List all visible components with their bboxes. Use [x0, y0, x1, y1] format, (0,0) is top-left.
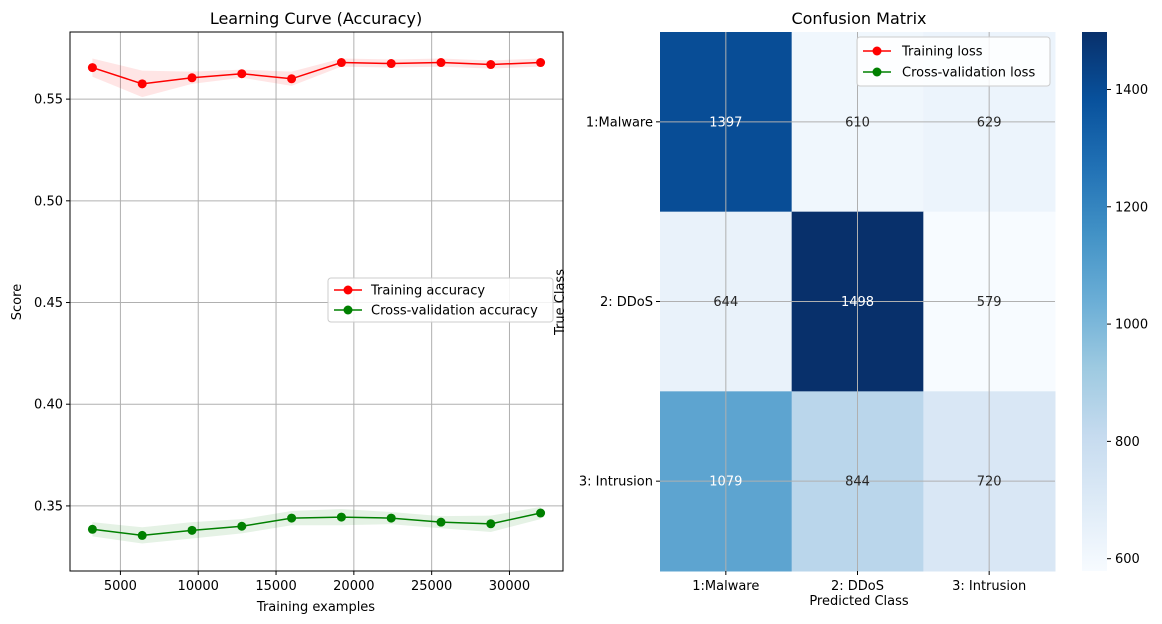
confusion-matrix-ytick-label: 3: Intrusion: [579, 475, 653, 490]
learning-curve-point-train: [336, 58, 346, 68]
learning-curve-legend: Training accuracy Cross-validation accura…: [327, 277, 554, 323]
learning-curve-line-cv: [92, 512, 541, 537]
learning-curve-xtick-label: 25000: [411, 579, 452, 594]
confusion-matrix-panel: Confusion Matrix 1397 610 629 644 1498 579 107…: [553, 9, 1148, 609]
learning-curve-axes-frame: [69, 31, 564, 572]
confusion-matrix-legend-box: [856, 36, 1051, 87]
learning-curve-point-train: [237, 69, 247, 79]
learning-curve-point-cv: [237, 521, 247, 531]
confusion-matrix-ytick-label: 1:Malware: [586, 115, 653, 130]
learning-curve-legend-marker: [343, 305, 353, 315]
confusion-matrix-ytick-label: 2: DDoS: [600, 295, 653, 310]
learning-curve-xlabel: Training examples: [256, 600, 375, 615]
confusion-matrix-cell-value: 610: [845, 115, 870, 130]
learning-curve-xtick-label: 15000: [255, 579, 296, 594]
learning-curve-ytick-label: 0.45: [34, 296, 63, 311]
learning-curve-band-cv: [92, 506, 541, 544]
learning-curve-point-train: [137, 79, 147, 89]
learning-curve-panel: Learning Curve (Accuracy) 5000 10000 15000…: [10, 9, 564, 615]
learning-curve-point-cv: [287, 513, 297, 523]
learning-curve-point-train: [87, 63, 97, 73]
learning-curve-ylabel: Score: [10, 284, 25, 320]
learning-curve-point-train: [187, 73, 197, 83]
confusion-matrix-cell-value: 1397: [709, 115, 742, 130]
learning-curve-point-cv: [536, 508, 546, 518]
learning-curve-point-cv: [486, 519, 496, 529]
learning-curve-title: Learning Curve (Accuracy): [210, 9, 422, 28]
colorbar-tick-label: 1200: [1115, 200, 1148, 215]
learning-curve-point-cv: [137, 530, 147, 540]
confusion-matrix-cell-value: 644: [713, 295, 738, 310]
learning-curve-point-cv: [87, 524, 97, 534]
confusion-matrix-legend-marker: [872, 46, 882, 56]
confusion-matrix-grid: [660, 32, 1055, 571]
confusion-matrix-ticks: 1:Malware 2: DDoS 3: Intrusion 1:Malware 2: …: [579, 115, 1026, 594]
learning-curve-line-train: [92, 61, 541, 85]
learning-curve-legend-label: Training accuracy: [370, 284, 485, 299]
colorbar-tick-label: 1000: [1115, 318, 1148, 333]
confusion-matrix-legend-label: Cross-validation loss: [902, 66, 1035, 81]
confusion-matrix-cell-value: 1079: [709, 475, 742, 490]
learning-curve-point-train: [536, 58, 546, 68]
learning-curve-legend-box: [327, 277, 554, 323]
confusion-matrix-ylabel: True Class: [553, 269, 568, 336]
learning-curve-xtick-label: 20000: [333, 579, 374, 594]
confusion-matrix-cell-labels: 1397 610 629 644 1498 579 1079 844 720: [709, 115, 1001, 489]
learning-curve-point-train: [436, 58, 446, 68]
learning-curve-bands: [92, 58, 541, 544]
learning-curve-xtick-label: 10000: [178, 579, 219, 594]
learning-curve-ticks: 5000 10000 15000 20000 25000 30000 0.35 0.40 0.4…: [34, 93, 530, 594]
confusion-matrix-cell-value: 720: [977, 475, 1002, 490]
learning-curve-point-train: [486, 60, 496, 70]
learning-curve-xtick-label: 5000: [104, 579, 137, 594]
colorbar-gradient: [1082, 32, 1107, 571]
learning-curve-point-train: [386, 59, 396, 69]
confusion-matrix-cell-value: 629: [977, 115, 1002, 130]
confusion-matrix-legend-label: Training loss: [901, 45, 983, 60]
confusion-matrix-legend: Training loss Cross-validation loss: [856, 36, 1051, 87]
learning-curve-point-cv: [436, 517, 446, 527]
colorbar: 600 800 1000 1200 1400: [1082, 32, 1148, 571]
confusion-matrix-xtick-label: 2: DDoS: [831, 579, 884, 594]
learning-curve-point-cv: [187, 525, 197, 535]
confusion-matrix-cell-value: 844: [845, 475, 870, 490]
learning-curve-ytick-label: 0.55: [34, 93, 63, 108]
learning-curve-ytick-label: 0.50: [34, 194, 63, 209]
learning-curve-lines: [87, 58, 546, 540]
learning-curve-band-train: [92, 58, 541, 98]
learning-curve-legend-label: Cross-validation accuracy: [371, 304, 538, 319]
learning-curve-point-cv: [386, 513, 396, 523]
colorbar-ticks: 600 800 1000 1200 1400: [1107, 83, 1148, 567]
learning-curve-ytick-label: 0.35: [34, 499, 63, 514]
learning-curve-point-train: [287, 74, 297, 84]
confusion-matrix-legend-marker: [872, 67, 882, 77]
colorbar-tick-label: 800: [1115, 435, 1140, 450]
confusion-matrix-cell-value: 1498: [841, 295, 874, 310]
learning-curve-legend-marker: [343, 285, 353, 295]
colorbar-tick-label: 600: [1115, 552, 1140, 567]
confusion-matrix-title: Confusion Matrix: [791, 9, 926, 28]
learning-curve-ytick-label: 0.40: [34, 398, 63, 413]
learning-curve-point-cv: [336, 512, 346, 522]
confusion-matrix-cell-value: 579: [977, 295, 1002, 310]
colorbar-tick-label: 1400: [1115, 83, 1148, 98]
learning-curve-xtick-label: 30000: [489, 579, 530, 594]
confusion-matrix-xtick-label: 1:Malware: [692, 579, 759, 594]
confusion-matrix-xlabel: Predicted Class: [809, 594, 909, 609]
confusion-matrix-xtick-label: 3: Intrusion: [952, 579, 1026, 594]
